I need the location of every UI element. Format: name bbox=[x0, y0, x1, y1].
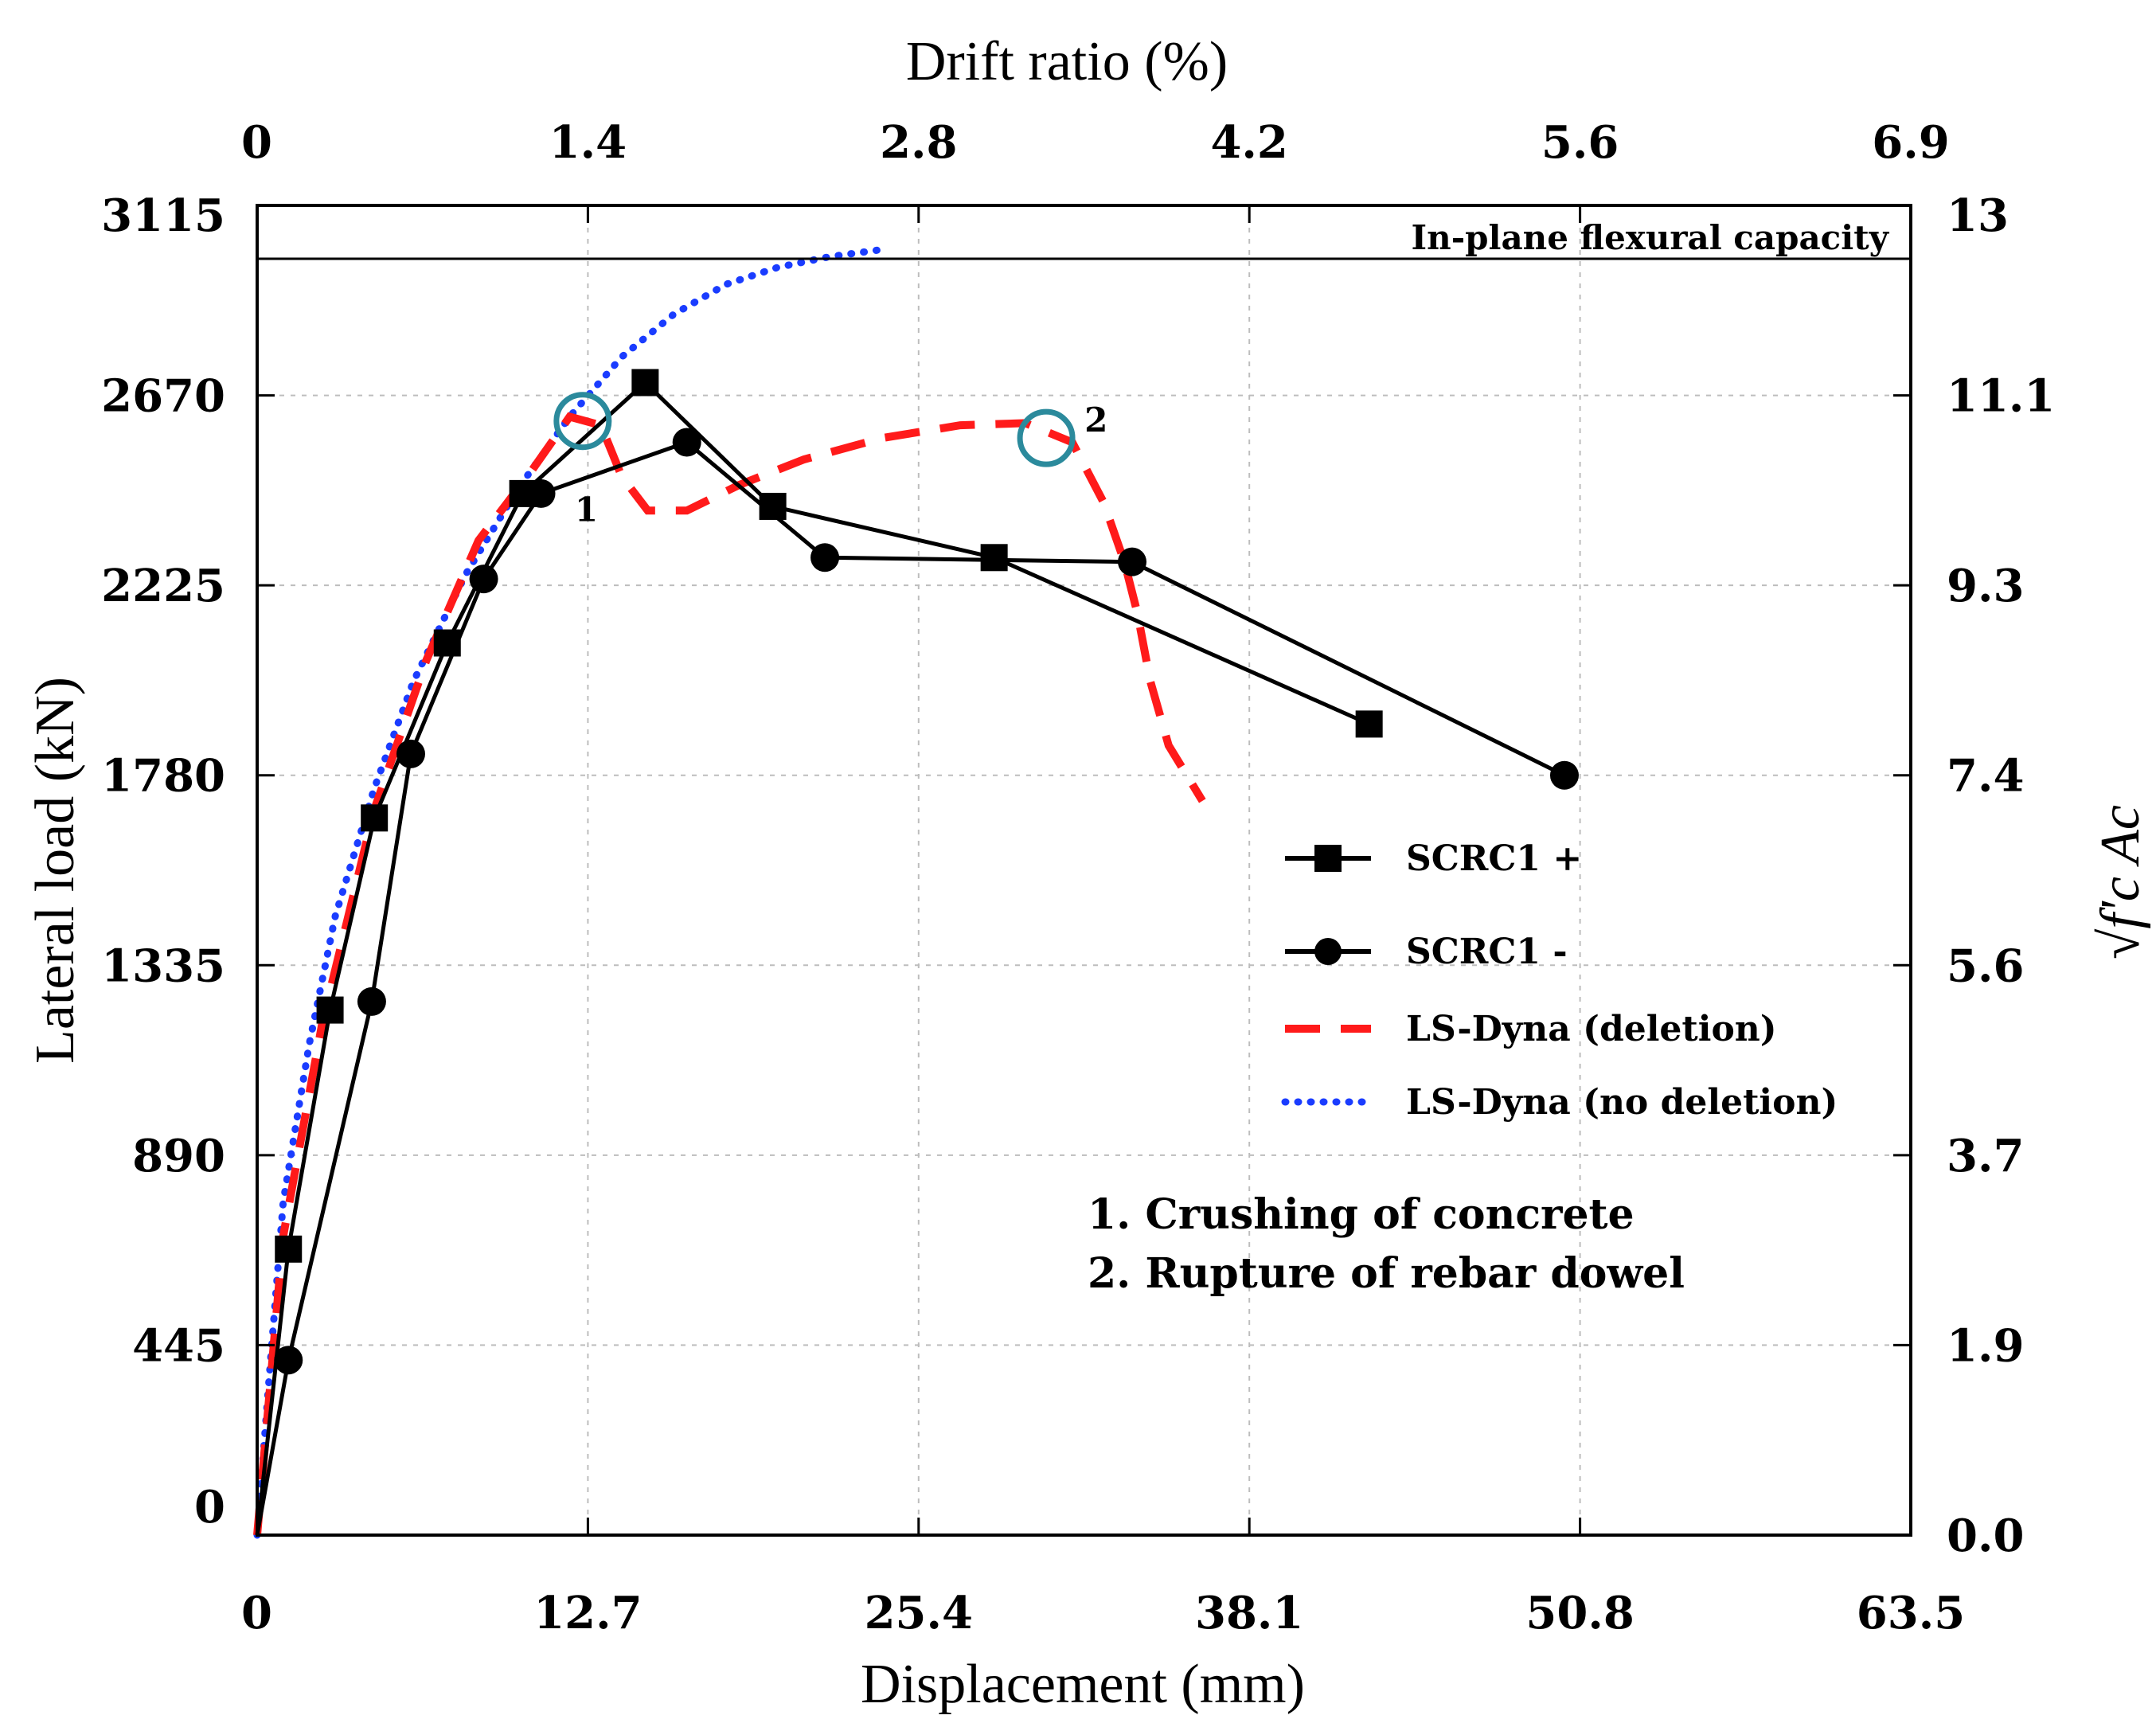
x2-tick-label: 1.4 bbox=[549, 116, 627, 169]
series-line-ls-dyna-deletion bbox=[253, 412, 1206, 1536]
event-circle-2 bbox=[1017, 408, 1076, 467]
y-tick-label: 1335 bbox=[101, 940, 225, 992]
legend-circle-marker bbox=[1314, 938, 1342, 965]
axis-ticks: 0 12.7 25.4 38.1 50.8 63.5 0 1.4 2.8 4.2 5.6 6.9 0 44… bbox=[101, 116, 2055, 1639]
x-tick-label: 25.4 bbox=[865, 1587, 973, 1639]
scrc1-minus-point bbox=[1549, 760, 1579, 790]
event-label-2: 2 bbox=[1084, 400, 1107, 440]
y-tick-label: 2670 bbox=[101, 370, 225, 423]
x-tick-label: 38.1 bbox=[1195, 1587, 1303, 1639]
x2-axis-title: Drift ratio (%) bbox=[906, 31, 1228, 92]
grid-lines bbox=[257, 205, 1911, 1535]
plot-frame bbox=[256, 204, 1912, 1537]
legend: SCRC1 + SCRC1 - LS-Dyna (deletion) LS-Dyna … bbox=[1281, 838, 1838, 1123]
scrc1-plus-point bbox=[361, 804, 389, 832]
note-2: 2. Rupture of rebar dowel bbox=[1088, 1249, 1685, 1298]
event-markers: 12 bbox=[553, 392, 1107, 529]
scrc1-plus-point bbox=[1355, 710, 1383, 738]
y-axis-title: Lateral load (kN) bbox=[25, 677, 86, 1064]
scrc1-plus-point bbox=[316, 996, 344, 1024]
y-tick-label: 1780 bbox=[101, 750, 225, 803]
scrc1-minus-point bbox=[672, 428, 701, 457]
y2-tick-label: 9.3 bbox=[1947, 560, 2024, 612]
x2-tick-label: 5.6 bbox=[1541, 116, 1619, 169]
x2-tick-label: 6.9 bbox=[1872, 116, 1949, 169]
scrc1-minus-point bbox=[1118, 547, 1147, 576]
y-tick-label: 0 bbox=[194, 1481, 225, 1534]
y2-tick-label: 5.6 bbox=[1947, 940, 2024, 992]
legend-square-marker bbox=[1314, 845, 1342, 872]
scrc1-plus-point bbox=[275, 1235, 303, 1263]
y2-tick-label: 3.7 bbox=[1947, 1130, 2024, 1182]
scrc1-minus-point bbox=[526, 479, 556, 508]
scrc1-minus-point bbox=[810, 543, 840, 572]
y2-tick-label: 13 bbox=[1947, 189, 2009, 242]
series-layer bbox=[253, 246, 1579, 1539]
legend-label: LS-Dyna (no deletion) bbox=[1406, 1082, 1838, 1123]
x-axis-title: Displacement (mm) bbox=[861, 1654, 1305, 1715]
scrc1-minus-point bbox=[274, 1346, 303, 1375]
y2-axis-title: √f'c Ac bbox=[2090, 805, 2151, 959]
x-tick-label: 63.5 bbox=[1857, 1587, 1965, 1639]
x2-tick-label: 0 bbox=[241, 116, 272, 169]
series-line-ls-dyna-no-deletion bbox=[253, 246, 881, 1539]
event-label-1: 1 bbox=[575, 490, 598, 529]
y-tick-label: 3115 bbox=[101, 189, 225, 242]
y-tick-label: 2225 bbox=[101, 560, 225, 612]
scrc1-plus-point bbox=[631, 369, 659, 397]
y-tick-label: 445 bbox=[132, 1319, 225, 1372]
y2-tick-label: 7.4 bbox=[1947, 750, 2024, 803]
event-circle-1 bbox=[553, 392, 612, 451]
x2-tick-label: 2.8 bbox=[880, 116, 957, 169]
y2-tick-label: 11.1 bbox=[1947, 370, 2055, 423]
note-1: 1. Crushing of concrete bbox=[1088, 1190, 1635, 1239]
scrc1-minus-point bbox=[469, 565, 498, 594]
scrc1-minus-point bbox=[357, 987, 386, 1016]
legend-label: SCRC1 + bbox=[1406, 838, 1582, 879]
legend-label: SCRC1 - bbox=[1406, 932, 1568, 972]
y-tick-label: 890 bbox=[132, 1130, 225, 1182]
x-tick-label: 50.8 bbox=[1525, 1587, 1634, 1639]
x2-tick-label: 4.2 bbox=[1210, 116, 1287, 169]
x-tick-label: 0 bbox=[241, 1587, 272, 1639]
scrc1-plus-point bbox=[980, 544, 1008, 572]
scrc1-minus-point bbox=[396, 739, 425, 768]
y2-tick-label: 0.0 bbox=[1947, 1510, 2024, 1562]
legend-label: LS-Dyna (deletion) bbox=[1406, 1009, 1777, 1049]
y2-tick-label: 1.9 bbox=[1947, 1319, 2024, 1372]
x-tick-label: 12.7 bbox=[533, 1587, 642, 1639]
series-line-scrc1 bbox=[255, 440, 1566, 1536]
capacity-label: In-plane flexural capacity bbox=[1412, 218, 1890, 257]
